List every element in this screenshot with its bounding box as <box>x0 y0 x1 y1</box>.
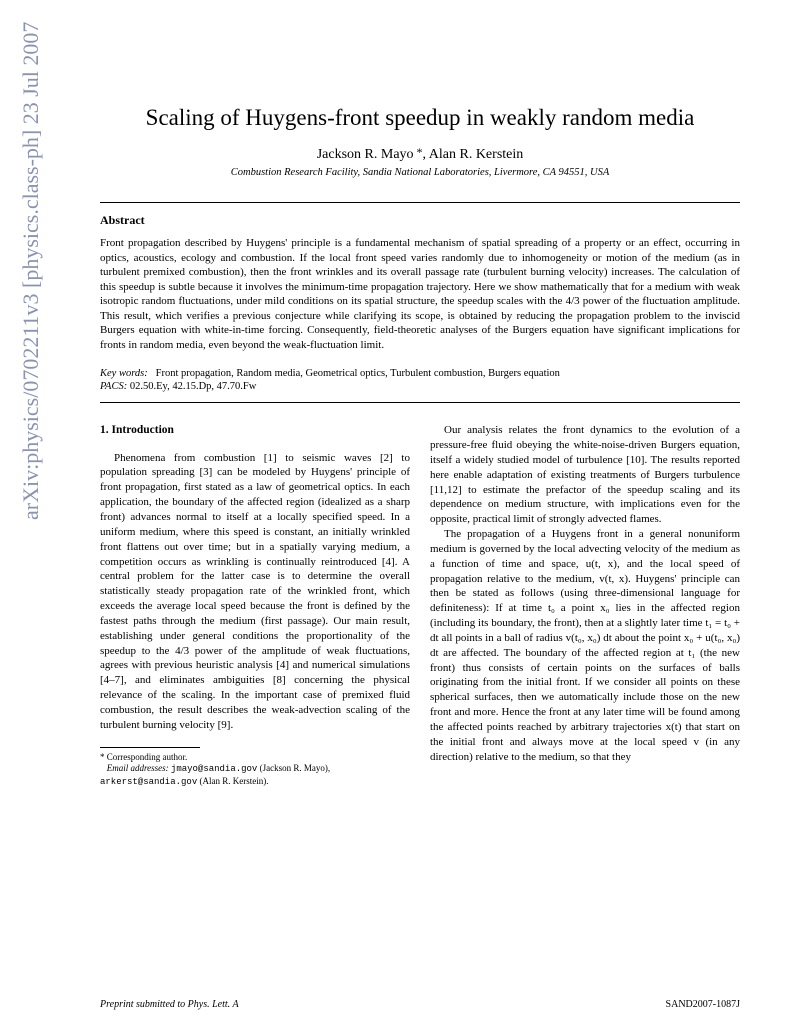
paper-title: Scaling of Huygens-front speedup in weak… <box>100 105 740 131</box>
email-1: jmayo@sandia.gov <box>171 764 257 774</box>
column-right: Our analysis relates the front dynamics … <box>430 423 740 789</box>
email-2: arkerst@sandia.gov <box>100 777 197 787</box>
col2-paragraph-2: The propagation of a Huygens front in a … <box>430 527 740 765</box>
email-2-name: (Alan R. Kerstein). <box>199 776 268 786</box>
footer-left: Preprint submitted to Phys. Lett. A <box>100 999 239 1010</box>
pacs-body: 02.50.Ey, 42.15.Dp, 47.70.Fw <box>130 381 257 392</box>
col2-paragraph-1: Our analysis relates the front dynamics … <box>430 423 740 527</box>
abstract-heading: Abstract <box>100 213 740 228</box>
keywords-line: Key words: Front propagation, Random med… <box>100 368 740 379</box>
col1-paragraph-1: Phenomena from combustion [1] to seismic… <box>100 451 410 733</box>
keywords-label: Key words: <box>100 368 148 379</box>
section-1-heading: 1. Introduction <box>100 423 410 439</box>
pacs-label: PACS: <box>100 381 127 392</box>
abstract-text: Front propagation described by Huygens' … <box>100 236 740 352</box>
keywords-content: Front propagation, Random media, Geometr… <box>156 368 560 379</box>
footnote-corresponding: * Corresponding author. <box>100 752 410 764</box>
footer-right: SAND2007-1087J <box>666 999 740 1010</box>
page-footer: Preprint submitted to Phys. Lett. A SAND… <box>100 999 740 1010</box>
paper-affiliation: Combustion Research Facility, Sandia Nat… <box>100 167 740 178</box>
divider-bottom <box>100 402 740 403</box>
arxiv-identifier: arXiv:physics/0702211v3 [physics.class-p… <box>18 22 44 520</box>
footnote-rule <box>100 747 200 748</box>
email-1-name: (Jackson R. Mayo), <box>260 763 331 773</box>
email-addresses-label: Email addresses: <box>107 763 169 773</box>
column-left: 1. Introduction Phenomena from combustio… <box>100 423 410 789</box>
footnotes: * Corresponding author. Email addresses:… <box>100 752 410 789</box>
footnote-emails: Email addresses: jmayo@sandia.gov (Jacks… <box>100 763 410 788</box>
pacs-line: PACS: 02.50.Ey, 42.15.Dp, 47.70.Fw <box>100 381 740 392</box>
paper-authors: Jackson R. Mayo *, Alan R. Kerstein <box>100 145 740 163</box>
divider-top <box>100 202 740 203</box>
paper-page: Scaling of Huygens-front speedup in weak… <box>100 105 740 789</box>
body-columns: 1. Introduction Phenomena from combustio… <box>100 423 740 789</box>
corresponding-marker: * <box>414 145 423 159</box>
abstract-block: Abstract Front propagation described by … <box>100 213 740 392</box>
